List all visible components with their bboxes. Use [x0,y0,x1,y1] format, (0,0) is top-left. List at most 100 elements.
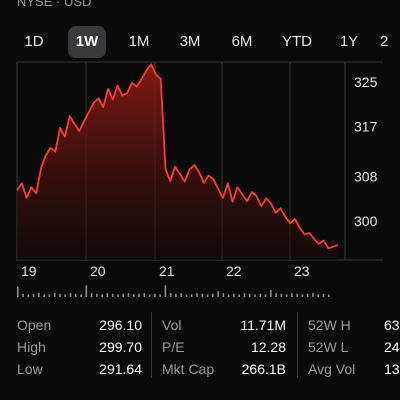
volume-bar [143,293,146,297]
volume-bar [259,293,262,298]
volume-bar [222,293,225,297]
volume-bar [296,293,298,298]
volume-bar [243,293,246,297]
stat-value-vol: 11.71M [240,317,286,333]
volume-bar [154,293,156,298]
stat-label-avg-vol: Avg Vol [308,361,356,377]
volume-bar [285,294,288,297]
volume-bar [301,294,304,297]
volume-bar [233,293,235,298]
y-tick-label: 325 [354,74,378,90]
volume-bar [106,293,109,297]
volume-bar [38,293,40,297]
volume-bar [96,293,98,298]
volume-bar [90,293,93,297]
volume-bar [64,294,66,297]
volume-bar [164,285,167,297]
stats-divider [297,312,298,378]
stats-panel: Open 296.10 High 299.70 Low 291.64 Vol 1… [0,312,400,400]
volume-bar [227,294,230,297]
volume-bar [248,293,251,298]
stats-divider [151,312,152,378]
tab-ytd[interactable]: YTD [282,33,312,50]
volume-bar [280,293,283,298]
stat-label-low: Low [17,361,43,377]
stat-value-low: 291.64 [99,361,142,377]
volume-bar [217,291,219,298]
volume-bar [138,293,140,298]
volume-bar [32,293,35,298]
volume-bar [180,293,182,297]
volume-bars [17,285,330,298]
stat-label-pe: P/E [162,339,185,355]
volume-bar [312,293,314,297]
y-tick-label: 317 [354,119,378,135]
x-tick-label: 22 [226,263,242,279]
volume-bar [85,285,88,297]
x-tick-label: 19 [21,263,37,279]
tab-2y-partial[interactable]: 2 [380,33,389,50]
volume-bar [275,293,277,297]
volume-bar [48,294,51,297]
volume-bar [206,294,209,297]
volume-bar [127,293,130,297]
volume-bar [317,294,320,297]
x-axis-ticks: 19 20 21 22 23 [21,263,310,279]
stat-value-mkt-cap: 266.1B [241,361,286,377]
stat-value-avg-vol: 13 [384,361,400,377]
stat-label-open: Open [17,317,52,333]
stat-value-pe: 12.28 [250,339,286,355]
volume-bar [117,294,119,297]
volume-bar [322,293,325,298]
volume-bar [270,289,272,297]
stat-value-high: 299.70 [99,339,142,355]
volume-bar [133,294,135,297]
volume-bar [27,294,30,297]
volume-bar [264,294,267,297]
y-tick-label: 308 [354,169,378,185]
stat-label-52w-high: 52W H [308,317,351,333]
x-tick-label: 23 [294,263,310,279]
volume-bar [75,293,77,298]
x-tick-label: 20 [90,263,106,279]
price-area-fill [17,64,338,261]
volume-bar [148,294,151,297]
volume-bar [196,293,198,297]
stat-value-52w-high: 63 [384,317,400,333]
stat-label-vol: Vol [162,317,182,333]
volume-bar [238,294,240,297]
price-line [16,63,339,250]
price-chart[interactable]: 325 317 308 300 19 20 21 22 23 [0,60,400,302]
volume-bar [306,293,309,298]
tab-6m[interactable]: 6M [231,33,253,50]
volume-bar [80,294,82,297]
stat-value-52w-low: 24 [384,339,400,355]
volume-bar [175,293,177,298]
tab-1m[interactable]: 1M [128,33,150,50]
volume-bar [53,293,56,297]
volume-bar [291,293,293,297]
volume-bar [190,294,193,297]
tab-1w[interactable]: 1W [68,26,106,58]
volume-bar [101,294,103,297]
tab-3m[interactable]: 3M [179,33,201,50]
volume-bar [111,293,114,298]
volume-bar [328,294,330,297]
volume-bar [122,293,124,298]
y-tick-label: 300 [354,213,378,229]
volume-bar [201,293,204,298]
volume-bar [159,294,161,297]
x-tick-label: 21 [159,263,175,279]
volume-bar [59,293,61,298]
stat-label-high: High [17,339,46,355]
volume-bar [185,294,188,297]
stat-label-mkt-cap: Mkt Cap [162,361,215,377]
stat-value-open: 296.10 [99,317,142,333]
volume-bar [212,293,214,298]
volume-bar [69,293,72,297]
stat-label-52w-low: 52W L [308,339,349,355]
volume-bar [22,293,24,298]
volume-bar [169,293,172,297]
tab-1d[interactable]: 1D [24,33,44,50]
tab-1y[interactable]: 1Y [339,33,359,50]
